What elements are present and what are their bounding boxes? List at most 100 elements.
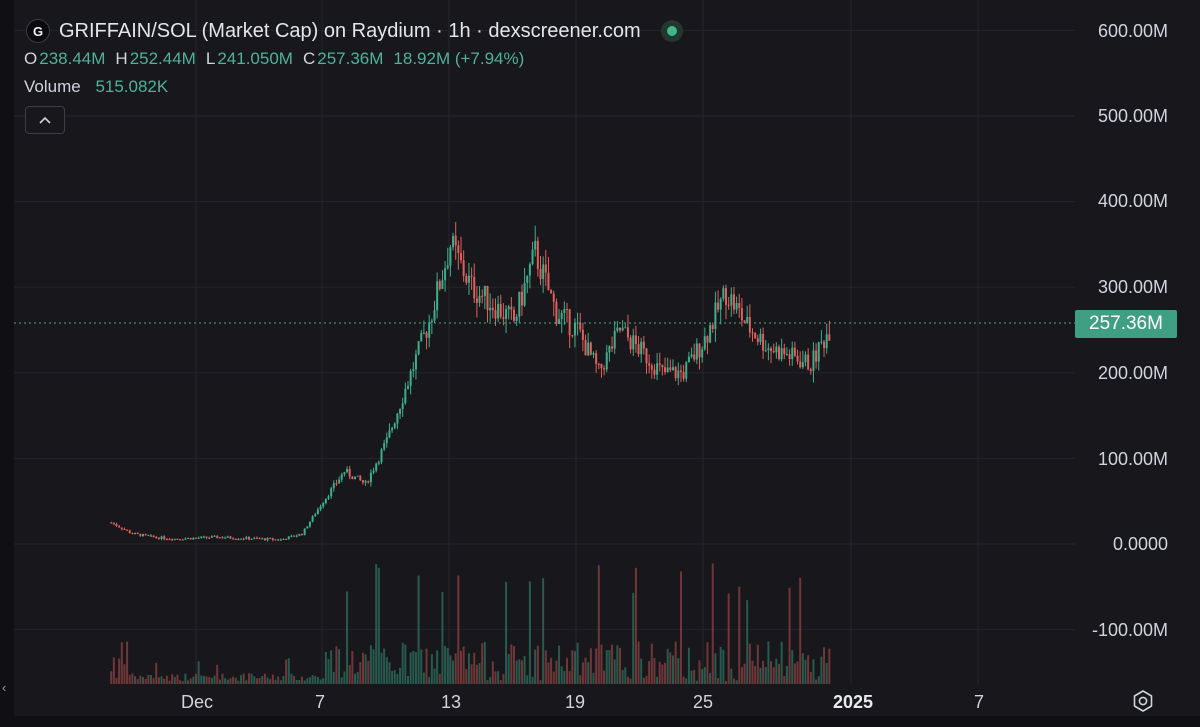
volume-bar [475,664,478,684]
candle-body [234,538,237,540]
volume-bar [682,676,685,684]
volume-bar [210,678,213,684]
volume-bar [258,677,261,684]
volume-bar [505,581,508,684]
volume-bar [764,666,767,684]
candle-body [269,538,272,540]
candle-body [767,348,770,351]
candle-body [666,367,669,372]
candle-body [229,536,232,539]
candle-body [634,335,637,345]
candle-body [168,539,171,541]
candle-body [672,367,674,371]
volume-bar [110,671,113,684]
volume-bar [202,675,205,684]
candle-body [505,309,508,319]
candle-body [664,367,667,372]
candle-body [391,427,394,431]
volume-bar [452,660,455,684]
price-axis-label: 500.00M [1097,106,1168,126]
volume-bar [727,593,730,684]
volume-bar [613,659,616,684]
candle-body [396,413,399,424]
volume-bar [664,662,667,684]
candle-body [385,437,388,444]
volume-bar [531,676,534,684]
volume-bar [173,677,176,684]
candle-body [804,354,807,363]
volume-bar [282,676,285,684]
volume-bar [499,679,502,684]
volume-bar [510,644,513,684]
candle-body [793,347,796,356]
volume-bar [118,658,121,684]
candle-body [725,288,727,305]
volume-bar [396,673,399,684]
gear-icon [1133,690,1153,712]
volume-bar [796,661,799,684]
candle-body [216,535,219,538]
volume-bar [693,669,696,684]
volume-bar [401,642,404,684]
volume-bar [780,641,783,684]
volume-bar [608,649,611,684]
volume-bar [809,671,812,684]
candle-body [430,320,433,323]
candle-body [295,535,298,537]
volume-bar [290,673,293,684]
candle-body [754,332,757,339]
chevron-left-icon[interactable]: ‹ [2,680,7,695]
volume-bar [550,657,553,684]
candle-body [603,368,606,370]
candle-body [401,403,404,410]
candle-body [327,496,330,499]
candle-body [112,522,115,524]
candle-body [383,443,386,450]
candle-body [520,291,523,306]
volume-bar [237,680,240,684]
candle-body [566,309,568,311]
candle-body [232,538,235,540]
volume-bar [195,673,197,684]
volume-bar [807,655,810,684]
volume-bar [348,665,351,684]
candle-body [791,347,794,359]
candle-body [346,469,349,473]
volume-bar [616,645,619,684]
volume-bar [685,678,688,684]
volume-bar [425,648,428,684]
volume-bar [632,592,635,684]
volume-bar [730,668,733,684]
volume-bar [171,674,174,684]
candle-body [221,537,224,539]
time-axis-label: 7 [314,692,325,712]
candle-body [799,361,802,368]
volume-bar [568,671,571,684]
volume-bar [367,660,370,684]
volume-bar [407,676,409,684]
volume-bar [462,646,465,684]
volume-bar [393,669,396,684]
candle-body [677,370,680,379]
volume-bar [690,670,693,684]
volume-bar [767,641,770,684]
volume-bar [234,677,237,684]
time-axis-label: 19 [564,692,586,712]
volume-bar [489,677,492,684]
volume-bar [216,664,219,684]
volume-bar [346,591,349,684]
candle-body [560,312,563,320]
volume-bar [751,660,754,684]
chart-title: GRIFFAIN/SOL (Market Cap) on Raydium · 1… [59,19,641,42]
candle-body [759,333,762,342]
chart-settings-button[interactable] [1130,688,1156,714]
candle-body [632,335,635,350]
volume-bar [441,591,444,684]
collapse-legend-button[interactable] [25,106,65,134]
candle-body [343,472,346,475]
volume-bar [293,675,296,684]
volume-bar [804,659,807,684]
volume-bar [253,676,256,684]
candle-body [719,298,722,310]
